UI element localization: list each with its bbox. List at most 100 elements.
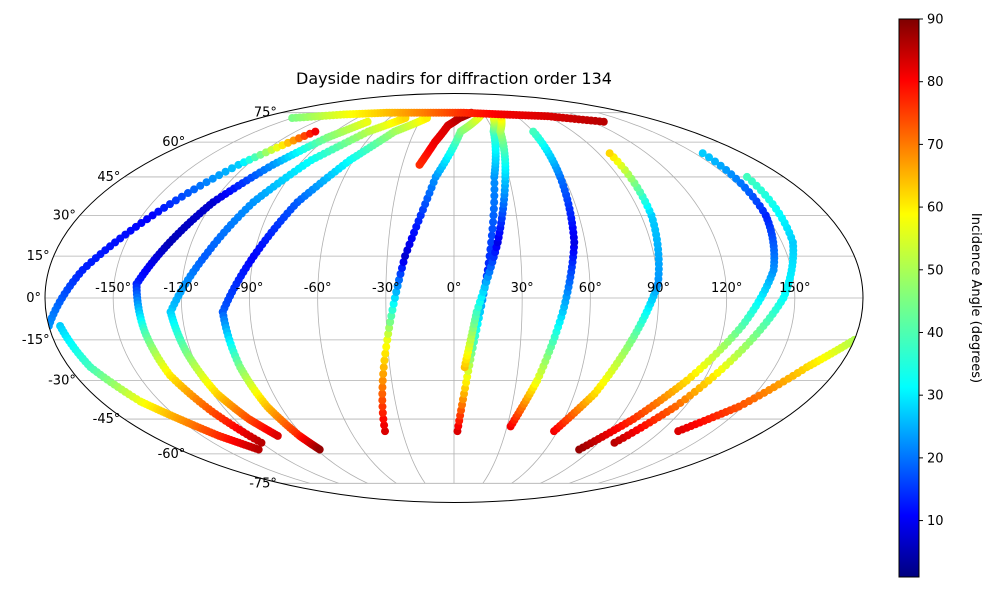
latitude-tick-labels: 75° 60° 45° 30° 15° 0° -15° -30° -45° -60° -75° — [22, 106, 277, 492]
data-point — [257, 438, 266, 447]
longitude-tick-label: -60° — [304, 281, 332, 296]
longitude-tick-label: 120° — [711, 281, 742, 296]
longitude-tick-label: 150° — [779, 281, 810, 296]
data-point — [379, 415, 388, 424]
data-point — [599, 117, 608, 126]
data-point — [142, 215, 151, 224]
colorbar-tick-label: 30 — [927, 389, 944, 404]
data-point — [177, 192, 186, 201]
longitude-tick-label: 0° — [447, 281, 462, 296]
data-point — [489, 211, 498, 220]
data-point — [378, 408, 387, 417]
data-point — [487, 238, 496, 247]
data-point — [381, 349, 390, 358]
data-point — [386, 317, 395, 326]
data-point — [488, 224, 497, 233]
colorbar-tick-label: 10 — [927, 514, 944, 529]
data-point — [390, 294, 399, 302]
colorbar-tick-label: 70 — [927, 138, 944, 153]
colorbar-label: Incidence Angle (degrees) — [968, 213, 983, 383]
data-point — [379, 369, 388, 378]
latitude-tick-label: 15° — [27, 249, 50, 264]
latitude-tick-label: -75° — [249, 476, 277, 491]
data-point — [165, 200, 174, 209]
longitude-gridline — [317, 112, 397, 484]
data-point — [273, 431, 282, 440]
colorbar-tick-label: 50 — [927, 263, 944, 278]
chart-title: Dayside nadirs for diffraction order 134 — [296, 69, 612, 88]
colorbar-tick-label: 20 — [927, 451, 944, 466]
data-point — [190, 185, 199, 194]
graticule — [45, 112, 863, 484]
latitude-tick-label: -60° — [158, 447, 186, 462]
colorbar — [898, 18, 920, 578]
data-point — [171, 196, 180, 205]
data-point — [716, 161, 725, 170]
data-point — [487, 231, 496, 240]
data-point — [710, 157, 719, 166]
latitude-tick-label: 75° — [254, 106, 277, 121]
data-point — [381, 427, 390, 436]
data-point — [380, 421, 389, 430]
data-point — [221, 167, 230, 176]
longitude-tick-label: -30° — [372, 281, 400, 296]
data-point — [202, 178, 211, 187]
colorbar-tick-label: 80 — [927, 75, 944, 90]
data-point — [388, 306, 397, 315]
latitude-tick-label: 45° — [97, 170, 120, 185]
data-point — [154, 207, 163, 216]
data-point — [605, 149, 614, 158]
data-point — [489, 218, 498, 227]
longitude-gridline — [112, 112, 310, 484]
colorbar-ticks: 10 20 30 40 50 60 70 80 90 — [919, 13, 944, 529]
data-point — [392, 287, 401, 296]
data-point — [227, 164, 236, 173]
data-point — [389, 300, 398, 309]
latitude-tick-label: -15° — [22, 333, 50, 348]
data-point — [215, 171, 224, 180]
data-point — [705, 153, 713, 162]
data-point — [208, 174, 217, 183]
data-point — [490, 179, 499, 188]
data-point — [380, 356, 389, 365]
data-point — [378, 376, 387, 385]
longitude-tick-label: 60° — [579, 281, 602, 296]
data-point — [196, 181, 205, 190]
data-point — [183, 189, 192, 198]
longitude-gridline — [385, 112, 426, 484]
data-point — [378, 389, 387, 398]
longitude-tick-label: -120° — [163, 281, 199, 296]
data-point — [311, 127, 320, 136]
data-point — [379, 363, 388, 372]
longitude-gridline — [569, 112, 728, 484]
data-point — [395, 275, 404, 284]
colorbar-tick-label: 40 — [927, 326, 944, 341]
latitude-tick-label: 30° — [53, 208, 76, 223]
longitude-gridline — [598, 112, 796, 484]
data-point — [698, 149, 707, 158]
latitude-tick-label: -45° — [93, 412, 121, 427]
data-point — [363, 117, 372, 126]
longitude-tick-label: -150° — [95, 281, 131, 296]
data-point — [396, 270, 405, 279]
data-point — [722, 165, 731, 174]
map-boundary — [44, 93, 864, 503]
longitude-tick-label: 30° — [511, 281, 534, 296]
data-point — [490, 185, 499, 194]
latitude-tick-label: 60° — [162, 135, 185, 150]
data-point — [387, 312, 396, 321]
data-point — [378, 402, 387, 411]
data-point — [490, 198, 499, 207]
data-point — [378, 383, 387, 392]
longitude-tick-label: 90° — [647, 281, 670, 296]
longitude-tick-labels: -150° -120° -90° -60° -30° 0° 30° 60° 90° 120° 150… — [95, 281, 810, 296]
data-point — [315, 445, 324, 454]
latitude-tick-label: 0° — [26, 291, 41, 306]
longitude-tick-label: -90° — [236, 281, 264, 296]
latitude-tick-label: -30° — [48, 374, 76, 389]
data-point — [385, 323, 394, 332]
data-point — [148, 211, 157, 220]
data-point — [529, 127, 538, 136]
data-point — [160, 203, 169, 212]
